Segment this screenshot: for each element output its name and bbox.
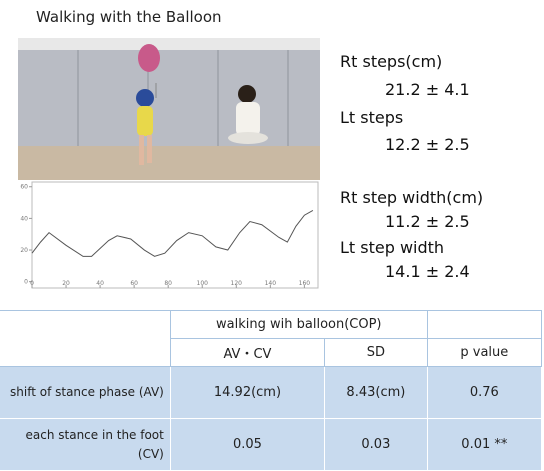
stat-label: Rt step width(cm) xyxy=(340,188,483,207)
stat-label: Lt steps xyxy=(340,108,403,127)
x-tick-label: 140 xyxy=(265,280,277,287)
x-tick-label: 0 xyxy=(30,280,34,287)
row-label: each stance in the foot (CV) xyxy=(0,419,170,471)
x-tick-label: 60 xyxy=(130,280,138,287)
y-tick-label: 40 xyxy=(20,215,28,222)
title: Walking with the Balloon xyxy=(36,8,222,26)
y-tick-label: 0 xyxy=(24,279,28,286)
x-tick-label: 20 xyxy=(62,280,70,287)
cell: 0.01 ** xyxy=(427,419,541,471)
stat-value: 21.2 ± 4.1 xyxy=(385,80,470,99)
x-tick-label: 100 xyxy=(197,280,209,287)
y-tick-label: 20 xyxy=(20,247,28,254)
x-tick-label: 160 xyxy=(299,280,311,287)
chart: 0 20 40 60 0 20 40 60 80 100 120 140 160 xyxy=(18,180,320,292)
x-tick-label: 120 xyxy=(231,280,243,287)
row-label: shift of stance phase (AV) xyxy=(0,367,170,419)
cell: 14.92(cm) xyxy=(170,367,324,419)
column-header: AV・CV xyxy=(170,339,324,367)
column-header: SD xyxy=(325,339,428,367)
x-tick-label: 80 xyxy=(164,280,172,287)
page: {"title": "Walking with the Balloon", "s… xyxy=(0,0,544,467)
cell: 0.05 xyxy=(170,419,324,471)
stat-value: 11.2 ± 2.5 xyxy=(385,212,470,231)
empty-cell xyxy=(427,311,541,339)
cell: 0.76 xyxy=(427,367,541,419)
stat-label: Rt steps(cm) xyxy=(340,52,442,71)
y-tick-label: 60 xyxy=(20,184,28,191)
corner-cell xyxy=(0,311,170,367)
results-table: walking wih balloon(COP) AV・CV SD p valu… xyxy=(0,310,542,471)
stat-value: 14.1 ± 2.4 xyxy=(385,262,470,281)
photo xyxy=(18,38,320,180)
cell: 8.43(cm) xyxy=(325,367,428,419)
stat-value: 12.2 ± 2.5 xyxy=(385,135,470,154)
x-tick-label: 40 xyxy=(96,280,104,287)
stat-label: Lt step width xyxy=(340,238,444,257)
group-header: walking wih balloon(COP) xyxy=(170,311,427,339)
column-header: p value xyxy=(427,339,541,367)
cell: 0.03 xyxy=(325,419,428,471)
